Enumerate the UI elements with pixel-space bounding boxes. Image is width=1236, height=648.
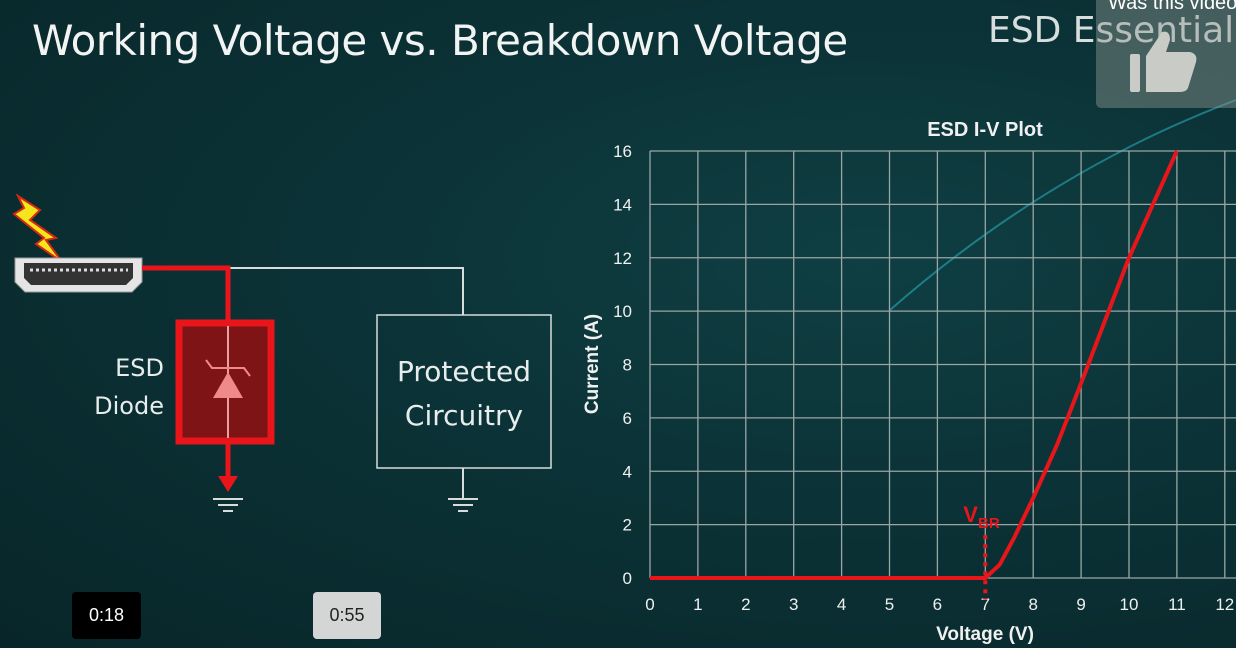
x-tick-label: 2	[741, 595, 750, 614]
vbr-main: V	[963, 502, 978, 527]
circuit-label-line1: Protected	[397, 355, 531, 388]
ground-icon	[213, 498, 478, 512]
x-tick-label: 8	[1028, 595, 1037, 614]
x-axis-label: Voltage (V)	[936, 624, 1034, 645]
lightning-icon	[12, 193, 63, 263]
diode-label-line1: ESD	[115, 354, 164, 382]
x-tick-label: 5	[885, 595, 894, 614]
y-tick-label: 6	[623, 409, 632, 428]
y-tick-label: 4	[623, 462, 632, 481]
x-tick-label: 4	[837, 595, 846, 614]
x-tick-label: 10	[1120, 595, 1139, 614]
y-tick-label: 16	[613, 142, 632, 161]
x-tick-label: 3	[789, 595, 798, 614]
feedback-prompt: Was this video	[1096, 0, 1236, 108]
y-tick-label: 2	[623, 516, 632, 535]
esd-diode-label: ESD Diode	[80, 349, 164, 425]
tvs-diode-icon	[175, 319, 275, 445]
feedback-question: Was this video	[1108, 0, 1236, 14]
x-tick-label: 1	[693, 595, 702, 614]
y-axis-label: Current (A)	[582, 314, 603, 414]
y-tick-label: 14	[613, 195, 632, 214]
y-tick-label: 10	[613, 302, 632, 321]
vbr-annotation: VBR	[963, 502, 1000, 532]
vbr-sub: BR	[978, 515, 1000, 532]
x-tick-label: 7	[981, 595, 990, 614]
protected-circuitry-label: Protected Circuitry	[377, 350, 551, 438]
decorative-arc	[889, 99, 1236, 311]
x-tick-label: 6	[933, 595, 942, 614]
x-tick-label: 12	[1215, 595, 1234, 614]
x-tick-label: 11	[1168, 595, 1186, 614]
slide-title: Working Voltage vs. Breakdown Voltage	[32, 16, 848, 65]
y-tick-label: 0	[623, 569, 632, 588]
hdmi-connector-icon	[14, 257, 143, 293]
y-tick-label: 12	[613, 249, 632, 268]
x-tick-label: 0	[645, 595, 654, 614]
timestamp-current[interactable]: 0:18	[72, 592, 141, 639]
circuit-label-line2: Circuitry	[404, 399, 524, 432]
protected-circuitry-box	[376, 314, 552, 469]
thumbs-up-icon[interactable]	[1126, 28, 1206, 94]
brand-text: ESD Essentials	[988, 10, 1236, 51]
x-tick-label: 9	[1076, 595, 1085, 614]
timestamp-duration[interactable]: 0:55	[313, 592, 381, 639]
chart-title: ESD I-V Plot	[927, 119, 1043, 141]
y-tick-label: 8	[623, 356, 632, 375]
diode-label-line2: Diode	[94, 392, 164, 420]
